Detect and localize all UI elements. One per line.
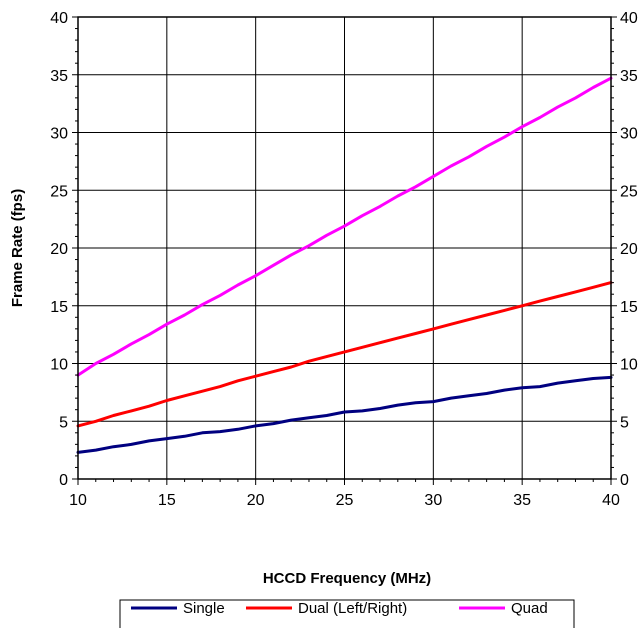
y-tick-label: 35 [50,68,68,85]
series-lines [76,76,613,454]
y2-tick-label: 35 [620,68,638,85]
x-tick-label: 20 [247,492,265,509]
y-tick-label: 5 [59,414,68,431]
legend-label-quad: Quad [511,600,548,617]
y2-tick-label: 25 [620,183,638,200]
series-line-1 [76,281,613,428]
series-line-0 [76,375,613,454]
y-axis-title: Frame Rate (fps) [9,189,26,307]
series-line-2 [76,76,613,377]
x-tick-label: 15 [158,492,176,509]
y-tick-label: 0 [59,472,68,489]
y-tick-label: 40 [50,10,68,27]
y2-tick-label: 0 [620,472,629,489]
legend: Single Dual (Left/Right) Quad [119,599,575,628]
x-tick-labels: 10 15 20 25 30 35 40 [69,492,620,509]
y2-tick-labels: 0 5 10 15 20 25 30 35 40 [620,10,638,489]
x-tick-label: 10 [69,492,87,509]
x-tick-label: 40 [602,492,620,509]
legend-box [119,599,575,628]
y-tick-label: 20 [50,241,68,258]
y2-tick-label: 20 [620,241,638,258]
y2-tick-label: 30 [620,126,638,143]
legend-label-dual: Dual (Left/Right) [298,600,407,617]
y-tick-label: 10 [50,357,68,374]
y-tick-labels: 0 5 10 15 20 25 30 35 40 [50,10,68,489]
y2-tick-label: 5 [620,414,629,431]
legend-label-single: Single [183,600,225,617]
y2-tick-label: 10 [620,357,638,374]
y2-tick-label: 40 [620,10,638,27]
y2-tick-label: 15 [620,299,638,316]
axis-ticks [72,16,617,485]
x-tick-label: 35 [513,492,531,509]
y-tick-label: 30 [50,126,68,143]
x-tick-label: 25 [336,492,354,509]
y-tick-label: 15 [50,299,68,316]
x-axis-title: HCCD Frequency (MHz) [263,570,431,587]
y-tick-label: 25 [50,183,68,200]
x-tick-label: 30 [424,492,442,509]
